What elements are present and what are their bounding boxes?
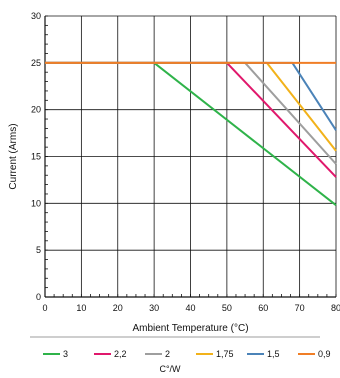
x-tick-label: 50 bbox=[222, 303, 232, 313]
legend-label-2-2: 2,2 bbox=[114, 349, 127, 359]
x-tick-label: 40 bbox=[185, 303, 195, 313]
x-tick-label: 0 bbox=[42, 303, 47, 313]
legend-label-0-9: 0,9 bbox=[318, 349, 331, 359]
x-tick-label: 60 bbox=[258, 303, 268, 313]
legend-label-1-5: 1,5 bbox=[267, 349, 280, 359]
x-tick-label: 70 bbox=[295, 303, 305, 313]
x-tick-label: 10 bbox=[76, 303, 86, 313]
x-tick-label: 80 bbox=[331, 303, 340, 313]
y-tick-label: 30 bbox=[31, 11, 41, 21]
y-tick-label: 0 bbox=[36, 292, 41, 302]
y-tick-label: 10 bbox=[31, 198, 41, 208]
legend-label-3: 3 bbox=[63, 349, 68, 359]
x-tick-label: 20 bbox=[113, 303, 123, 313]
legend-label-2: 2 bbox=[165, 349, 170, 359]
y-tick-label: 25 bbox=[31, 58, 41, 68]
legend-title: C°/W bbox=[159, 364, 181, 374]
y-tick-label: 15 bbox=[31, 152, 41, 162]
y-axis-title: Current (Arms) bbox=[8, 123, 19, 189]
x-axis-title: Ambient Temperature (°C) bbox=[132, 323, 248, 334]
x-tick-label: 30 bbox=[149, 303, 159, 313]
legend-label-1-75: 1,75 bbox=[216, 349, 234, 359]
y-tick-label: 20 bbox=[31, 105, 41, 115]
y-tick-label: 5 bbox=[36, 245, 41, 255]
